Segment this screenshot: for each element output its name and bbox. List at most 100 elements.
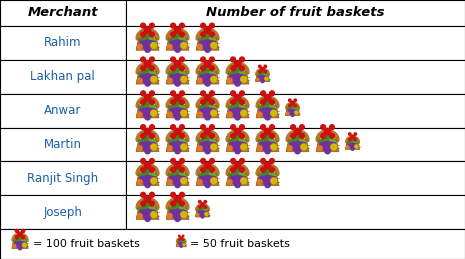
Circle shape	[234, 73, 241, 80]
Polygon shape	[290, 103, 295, 109]
Circle shape	[319, 140, 326, 147]
Polygon shape	[174, 98, 181, 107]
Circle shape	[140, 99, 146, 105]
Circle shape	[289, 111, 293, 115]
Circle shape	[174, 73, 181, 80]
Circle shape	[349, 145, 353, 149]
Circle shape	[290, 133, 296, 139]
Circle shape	[174, 114, 181, 121]
Polygon shape	[167, 66, 179, 75]
Polygon shape	[256, 105, 279, 118]
Circle shape	[270, 177, 277, 184]
Circle shape	[177, 77, 183, 83]
Text: Number of fruit baskets: Number of fruit baskets	[206, 6, 385, 19]
Polygon shape	[255, 74, 270, 82]
Circle shape	[230, 167, 236, 173]
Polygon shape	[266, 134, 278, 143]
Circle shape	[21, 240, 26, 245]
Circle shape	[290, 124, 296, 130]
Polygon shape	[352, 138, 359, 144]
Polygon shape	[179, 238, 183, 242]
Circle shape	[139, 73, 146, 80]
Circle shape	[172, 178, 179, 185]
Circle shape	[147, 77, 153, 83]
Circle shape	[22, 242, 27, 248]
Circle shape	[144, 80, 151, 87]
Circle shape	[209, 31, 215, 38]
Circle shape	[260, 158, 266, 164]
Polygon shape	[296, 134, 307, 143]
Circle shape	[267, 111, 273, 117]
Circle shape	[172, 77, 179, 83]
Circle shape	[347, 142, 352, 147]
Polygon shape	[206, 100, 218, 109]
Circle shape	[209, 133, 215, 139]
Polygon shape	[138, 167, 149, 176]
Circle shape	[322, 144, 328, 151]
Polygon shape	[166, 207, 189, 219]
Circle shape	[262, 111, 268, 117]
Polygon shape	[264, 98, 271, 107]
Circle shape	[232, 178, 239, 185]
Text: Lakhan pal: Lakhan pal	[30, 70, 95, 83]
Circle shape	[142, 178, 148, 185]
Circle shape	[269, 99, 275, 105]
Circle shape	[149, 107, 156, 113]
Circle shape	[348, 132, 352, 136]
Circle shape	[204, 114, 211, 121]
Polygon shape	[206, 167, 218, 176]
Circle shape	[353, 138, 357, 141]
Circle shape	[239, 73, 246, 80]
Circle shape	[350, 134, 355, 139]
Bar	[0, 229, 465, 259]
Circle shape	[232, 77, 239, 83]
Circle shape	[269, 174, 276, 181]
Circle shape	[140, 23, 146, 29]
Circle shape	[21, 229, 26, 233]
Circle shape	[200, 210, 205, 214]
Polygon shape	[136, 139, 159, 152]
Circle shape	[293, 128, 301, 135]
Polygon shape	[262, 70, 269, 76]
Circle shape	[229, 73, 236, 80]
Bar	[0, 0, 126, 26]
Polygon shape	[167, 32, 179, 41]
Circle shape	[207, 111, 213, 117]
Circle shape	[142, 43, 148, 49]
Circle shape	[200, 167, 206, 173]
Text: Anwar: Anwar	[44, 104, 81, 117]
Polygon shape	[326, 134, 338, 143]
Circle shape	[166, 44, 173, 50]
Circle shape	[293, 109, 298, 113]
Circle shape	[174, 80, 181, 87]
Circle shape	[179, 236, 183, 240]
Circle shape	[286, 145, 293, 151]
Polygon shape	[258, 100, 269, 109]
Circle shape	[293, 104, 297, 108]
Polygon shape	[166, 105, 189, 118]
Circle shape	[180, 110, 187, 117]
Circle shape	[230, 133, 236, 139]
Circle shape	[140, 90, 146, 96]
Circle shape	[149, 31, 155, 38]
Polygon shape	[226, 173, 249, 185]
Bar	[126, 60, 465, 94]
Circle shape	[200, 214, 205, 219]
Circle shape	[166, 145, 173, 151]
Circle shape	[179, 243, 181, 247]
Circle shape	[202, 77, 208, 83]
Circle shape	[137, 213, 143, 219]
Circle shape	[182, 234, 185, 237]
Circle shape	[239, 140, 246, 147]
Circle shape	[204, 73, 211, 80]
Bar	[126, 26, 465, 60]
Circle shape	[169, 73, 176, 80]
Circle shape	[229, 174, 236, 181]
Polygon shape	[196, 105, 219, 118]
Circle shape	[178, 234, 180, 237]
Polygon shape	[260, 69, 265, 75]
Circle shape	[180, 42, 187, 49]
Circle shape	[260, 67, 265, 71]
Circle shape	[144, 39, 151, 46]
Circle shape	[170, 56, 176, 63]
